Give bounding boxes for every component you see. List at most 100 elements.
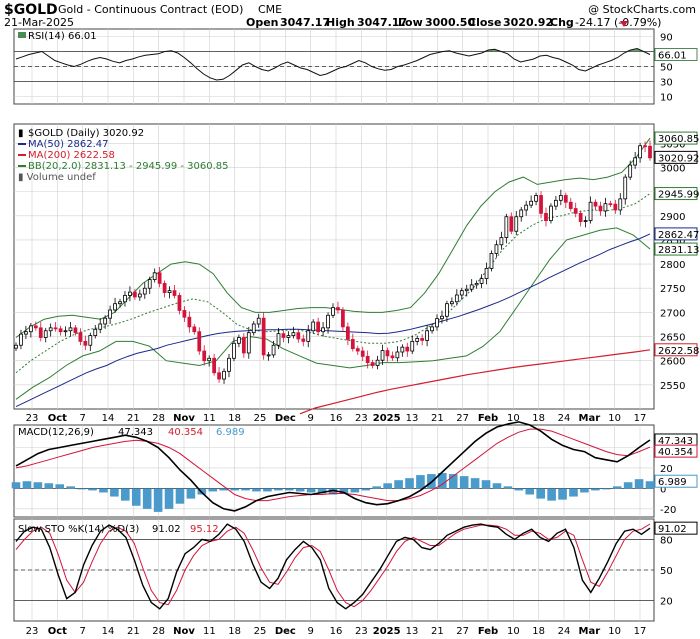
candle-up — [118, 301, 122, 305]
price-tick-label: 2900 — [660, 212, 685, 223]
candle-down — [544, 212, 548, 222]
candle-down — [53, 327, 58, 330]
ma50-line — [15, 233, 651, 408]
candle-down — [182, 310, 187, 318]
macd-histogram-bar — [186, 488, 196, 499]
macd-histogram-bar — [601, 488, 611, 490]
macd-histogram-bar — [55, 484, 65, 489]
candle-down — [568, 201, 573, 209]
close-label: Close — [468, 16, 501, 29]
price-value-flag-text: 3060.85 — [658, 134, 699, 145]
candle-up — [464, 288, 469, 292]
candle-up — [474, 283, 479, 286]
price-value-flag — [654, 187, 698, 201]
x-axis-tick-label: 18 — [228, 626, 241, 637]
macd-histogram-bar — [274, 488, 283, 491]
candle-down — [38, 327, 43, 338]
price-value-flag-text: 3020.92 — [658, 153, 699, 164]
candle-down — [197, 331, 202, 352]
candle-up — [524, 204, 529, 211]
candle-down — [281, 333, 286, 338]
candle-up — [603, 203, 608, 212]
candle-up — [232, 342, 236, 359]
candle-down — [261, 317, 266, 356]
price-value-flag-text: 2862.47 — [658, 230, 699, 241]
price-tick-label: 3050 — [660, 139, 685, 150]
x-axis-tick-label: 9 — [307, 626, 313, 637]
price-value-flag-text: 2831.13 — [658, 245, 699, 256]
candle-up — [152, 272, 157, 280]
sto-value-flag — [654, 521, 698, 535]
candle-up — [88, 335, 93, 346]
x-axis-tick-label: 18 — [532, 413, 545, 424]
x-axis-tick-label: 21 — [431, 626, 444, 637]
price-value-flag — [654, 150, 698, 164]
candle-up — [103, 317, 108, 325]
sto-plot: 80 50 20 91.02 — [14, 519, 698, 621]
x-axis-tick-label: 10 — [608, 413, 621, 424]
rsi-legend-swatch — [18, 32, 26, 38]
x-axis-tick-label: 7 — [79, 626, 85, 637]
candle-down — [405, 346, 410, 352]
candle-up — [276, 333, 281, 346]
macd-histogram-bar — [481, 480, 491, 489]
volume-legend: ▮ Volume undef — [18, 172, 96, 183]
macd-tick-label: 0 — [660, 484, 666, 495]
macd-histogram-bar — [142, 488, 152, 509]
macd-histogram-bar — [459, 476, 469, 489]
candle-up — [380, 350, 385, 361]
candle-up — [48, 327, 53, 332]
macd-histogram-bar — [394, 480, 403, 489]
x-axis-tick-label: 28 — [152, 413, 165, 424]
candle-up — [271, 344, 276, 356]
macd-histogram-bar — [623, 482, 633, 489]
rsi-plot: 907050301066.01 — [14, 29, 698, 104]
candle-down — [345, 326, 350, 340]
price-tick-label: 2700 — [660, 308, 685, 319]
bb-lower-line — [15, 227, 651, 400]
macd-histogram-bar — [153, 488, 163, 512]
x-axis-tick-label: 17 — [634, 413, 647, 424]
macd-signal-line — [15, 428, 651, 502]
rsi-tick-label: 90 — [660, 33, 673, 44]
chart-symbol: $GOLD — [4, 2, 58, 18]
candle-up — [128, 291, 132, 296]
candle-down — [360, 350, 365, 357]
macd-histogram-bar — [558, 488, 567, 500]
candle-down — [509, 216, 514, 232]
candle-up — [588, 201, 593, 222]
x-axis-tick-label: 21 — [127, 626, 140, 637]
x-axis-tick-label: Nov — [173, 626, 195, 637]
candle-down — [613, 203, 618, 211]
macd-histogram-bar — [438, 473, 447, 489]
candle-down — [33, 325, 38, 329]
price-tick-label: 2850 — [660, 236, 685, 247]
candle-down — [217, 372, 221, 380]
macd-histogram-bar — [448, 474, 458, 489]
candle-up — [256, 317, 261, 325]
candle-down — [598, 205, 603, 212]
candle-up — [410, 340, 415, 352]
candle-up — [321, 327, 325, 333]
macd-histogram-bar — [164, 488, 174, 509]
macd-histogram-bar — [372, 486, 382, 489]
candle-down — [58, 328, 63, 333]
price-value-flag-text: 2622.58 — [658, 346, 699, 357]
x-axis-tick-label: 9 — [307, 413, 313, 424]
candle-up — [484, 268, 489, 279]
candle-up — [251, 323, 256, 334]
x-axis-tick-label: 17 — [634, 626, 647, 637]
candle-up — [237, 337, 241, 344]
macd-histogram-bar — [33, 482, 43, 489]
candle-down — [301, 338, 306, 342]
x-axis-tick-label: 21 — [431, 413, 444, 424]
macd-histogram-bar — [208, 488, 218, 492]
x-axis-tick-label: 7 — [79, 413, 85, 424]
candle-down — [241, 337, 246, 354]
price-legend-icon: ▮ — [18, 128, 24, 139]
bb-mid-line — [15, 193, 651, 374]
candle-up — [549, 205, 553, 222]
candle-up — [489, 253, 494, 269]
rsi-value-flag — [654, 47, 698, 61]
